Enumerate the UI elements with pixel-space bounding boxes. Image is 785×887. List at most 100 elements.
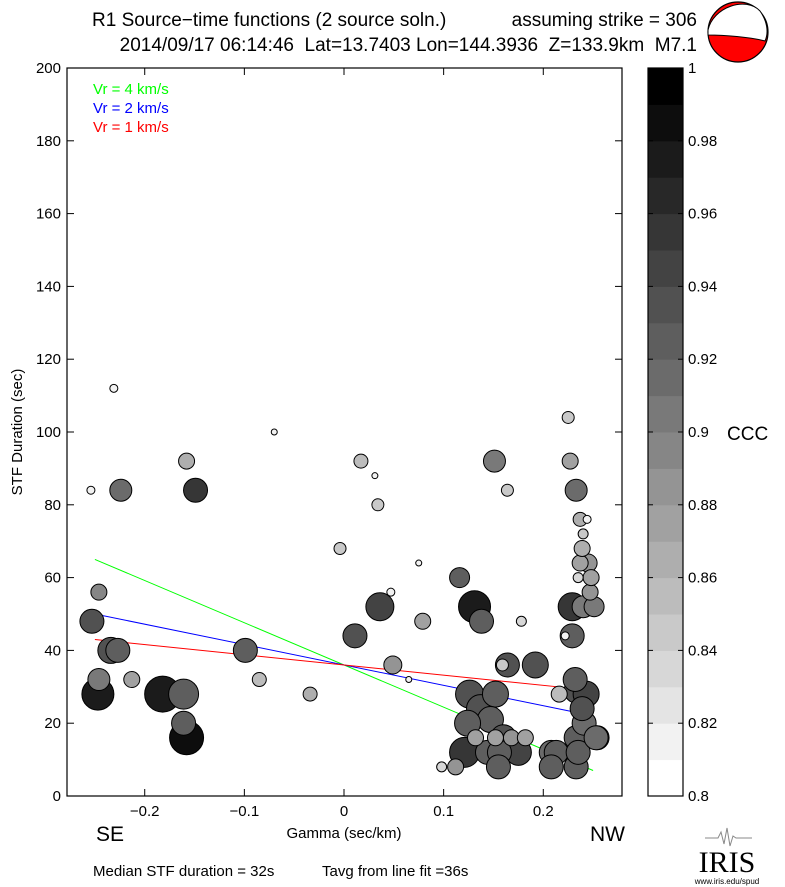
y-tick-label: 100 xyxy=(36,424,61,441)
colorbar-band xyxy=(648,686,683,724)
colorbar-tick-label: 0.92 xyxy=(688,351,717,368)
data-point xyxy=(515,615,527,627)
colorbar-tick-label: 0.86 xyxy=(688,570,717,587)
data-point xyxy=(482,449,506,473)
data-point xyxy=(232,637,258,663)
data-point xyxy=(562,667,588,693)
data-point xyxy=(572,572,584,584)
direction-left: SE xyxy=(96,823,124,846)
colorbar-band xyxy=(648,250,683,287)
data-point xyxy=(302,686,318,702)
data-point xyxy=(79,608,105,634)
data-point xyxy=(569,696,595,722)
data-point xyxy=(371,472,379,480)
colorbar-band xyxy=(648,104,683,142)
x-tick-label: 0.1 xyxy=(433,803,454,820)
plot-area: Vr = 4 km/s Vr = 2 km/s Vr = 1 km/s 0 20 40 60… xyxy=(36,60,623,820)
data-point xyxy=(109,383,119,393)
data-point xyxy=(371,498,385,512)
legend-entry: Vr = 2 km/s xyxy=(93,100,169,117)
data-point xyxy=(561,452,579,470)
data-point xyxy=(251,672,267,688)
strike-label: assuming strike = 306 xyxy=(512,10,697,31)
colorbar-band xyxy=(648,650,683,688)
colorbar-band xyxy=(648,504,683,542)
data-point xyxy=(550,685,568,703)
iris-logo: IRIS www.iris.edu/spud xyxy=(694,827,759,886)
x-tick-label: −0.2 xyxy=(130,803,160,820)
colorbar-band xyxy=(648,759,683,797)
colorbar-tick-label: 0.8 xyxy=(688,788,709,805)
data-point xyxy=(105,637,131,663)
y-tick-label: 0 xyxy=(53,788,61,805)
x-axis-label: Gamma (sec/km) xyxy=(286,825,401,842)
data-point xyxy=(571,554,589,572)
svg-text:www.iris.edu/spud: www.iris.edu/spud xyxy=(694,877,759,886)
colorbar-band xyxy=(648,395,683,433)
colorbar: 0.8 0.82 0.84 0.86 0.88 0.9 0.92 0.94 0.96 0.98 1 xyxy=(647,60,717,805)
colorbar-tick-label: 0.84 xyxy=(688,642,717,659)
data-point xyxy=(538,754,564,780)
colorbar-band xyxy=(648,286,683,324)
data-point xyxy=(565,739,591,765)
data-point xyxy=(449,567,471,589)
x-tick-label: −0.1 xyxy=(230,803,260,820)
tavg-line-fit: Tavg from line fit =36s xyxy=(322,863,468,880)
data-point xyxy=(582,514,592,524)
colorbar-tick-label: 1 xyxy=(688,60,696,77)
colorbar-band xyxy=(648,213,683,251)
y-tick-label: 60 xyxy=(44,570,61,587)
data-point xyxy=(495,658,509,672)
data-point xyxy=(564,478,588,502)
y-tick-label: 180 xyxy=(36,133,61,150)
data-point xyxy=(560,631,570,641)
legend-entry: Vr = 1 km/s xyxy=(93,119,169,136)
colorbar-band xyxy=(648,541,683,579)
y-tick-label: 140 xyxy=(36,278,61,295)
colorbar-tick-label: 0.9 xyxy=(688,424,709,441)
direction-right: NW xyxy=(590,823,625,846)
data-point xyxy=(500,483,514,497)
colorbar-band xyxy=(648,177,683,215)
colorbar-tick-label: 0.82 xyxy=(688,715,717,732)
colorbar-band xyxy=(648,140,683,178)
data-point xyxy=(447,758,465,776)
data-point xyxy=(521,651,549,679)
x-tick-label: 0.2 xyxy=(533,803,554,820)
legend-entry: Vr = 4 km/s xyxy=(93,81,169,98)
colorbar-band xyxy=(648,68,683,105)
data-point xyxy=(109,478,133,502)
data-point xyxy=(414,612,432,630)
colorbar-tick-label: 0.88 xyxy=(688,497,717,514)
data-point xyxy=(333,541,347,555)
colorbar-tick-label: 0.96 xyxy=(688,206,717,223)
colorbar-band xyxy=(648,468,683,506)
data-point xyxy=(485,754,511,780)
data-point xyxy=(573,539,591,557)
figure-title: R1 Source−time functions (2 source soln.… xyxy=(92,10,446,31)
y-tick-label: 160 xyxy=(36,206,61,223)
data-point xyxy=(583,725,609,751)
data-point xyxy=(342,623,368,649)
data-point xyxy=(582,569,600,587)
colorbar-band xyxy=(648,322,683,360)
colorbar-tick-label: 0.94 xyxy=(688,278,717,295)
data-point xyxy=(386,587,396,597)
data-point xyxy=(270,428,278,436)
data-point xyxy=(383,655,403,675)
colorbar-band xyxy=(648,432,683,469)
y-tick-label: 80 xyxy=(44,497,61,514)
data-point xyxy=(559,623,585,649)
data-point xyxy=(469,608,495,634)
fit-line xyxy=(94,638,594,691)
data-point xyxy=(353,453,369,469)
data-point xyxy=(87,668,111,692)
y-tick-label: 20 xyxy=(44,715,61,732)
data-point xyxy=(123,671,141,689)
svg-text:IRIS: IRIS xyxy=(699,846,756,879)
data-point xyxy=(486,729,504,747)
beachball-icon xyxy=(707,1,769,63)
data-point xyxy=(577,528,589,540)
data-point xyxy=(405,676,413,684)
